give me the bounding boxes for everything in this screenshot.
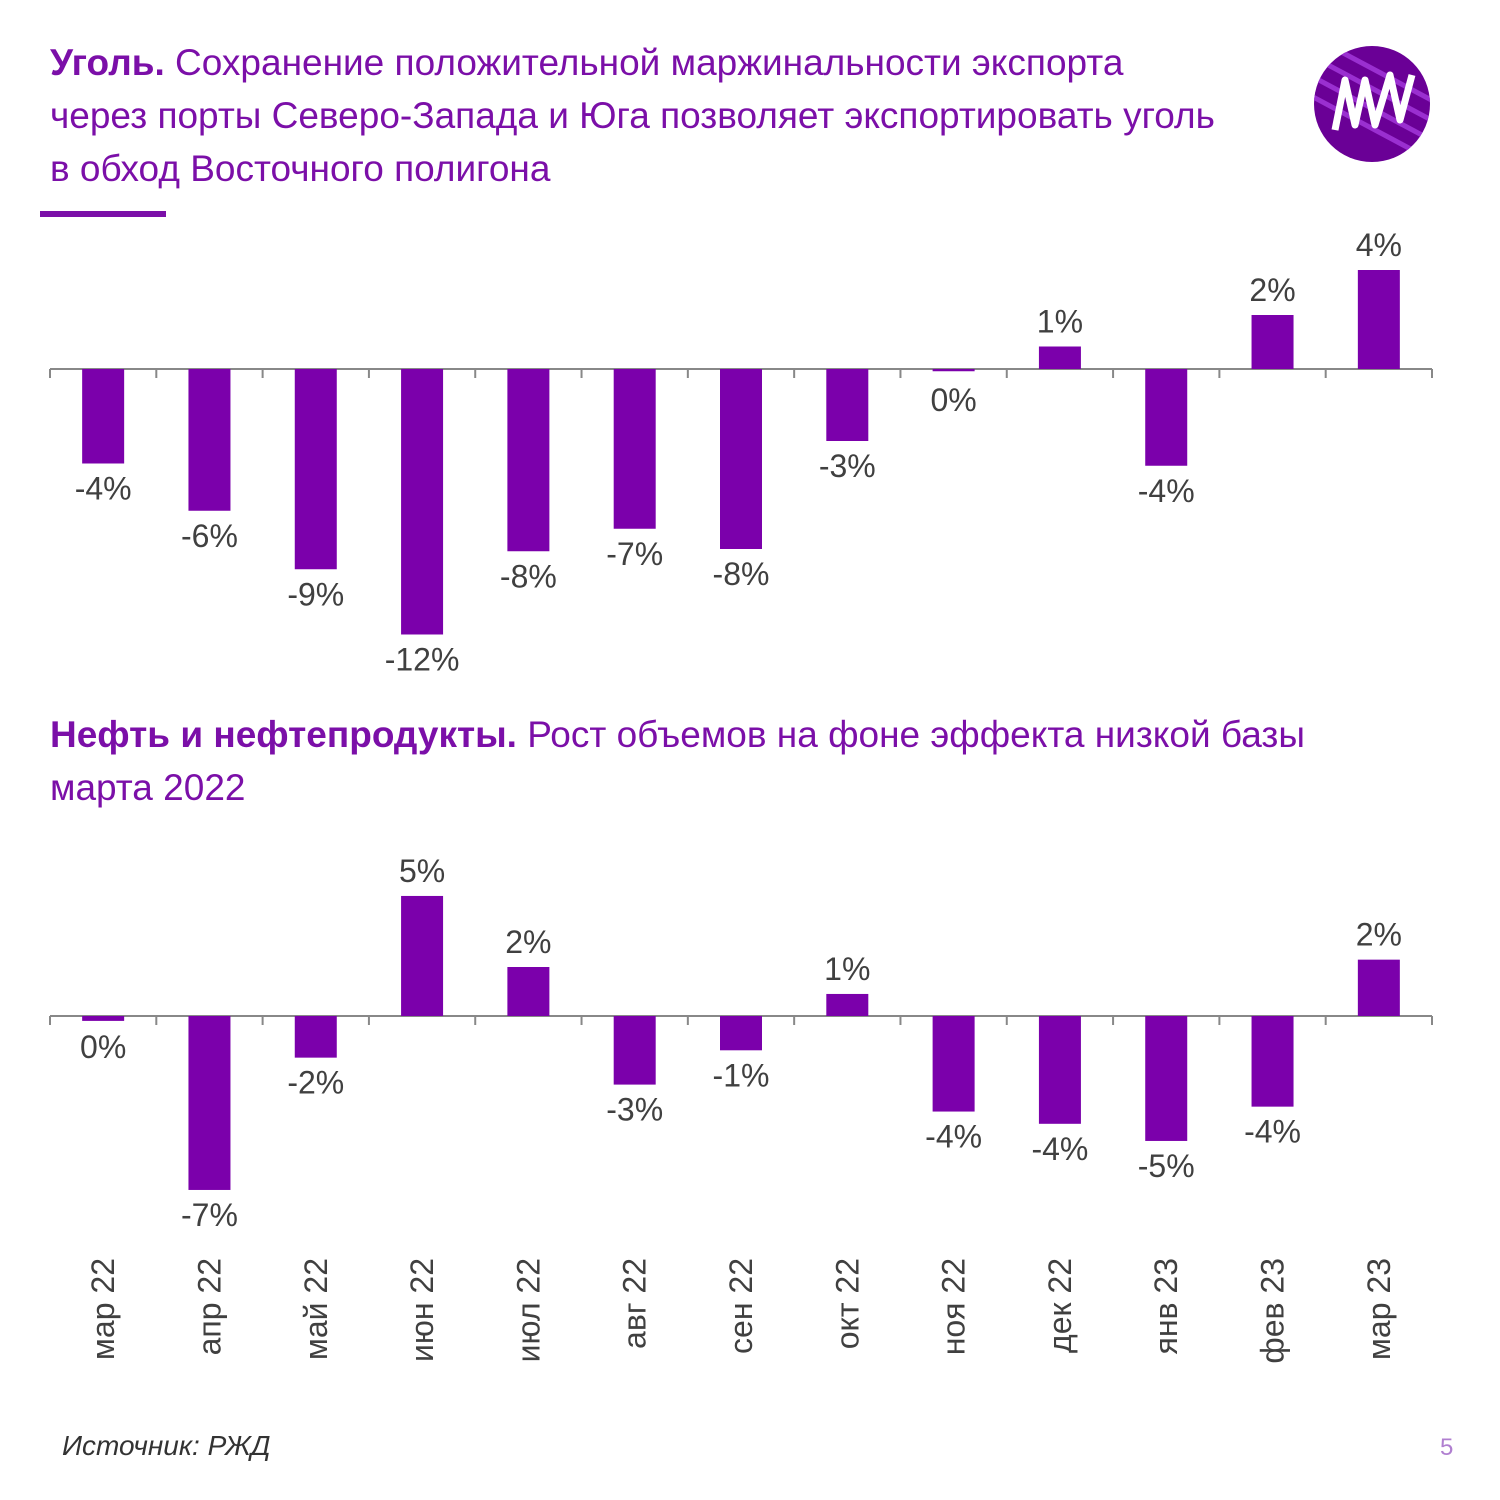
value-label: 5% [399,853,445,889]
value-label: 2% [1356,917,1402,953]
value-label: 0% [930,382,976,418]
bar [507,967,550,1016]
value-label: 2% [505,924,551,960]
value-label: -6% [181,518,238,554]
value-label: -8% [500,558,557,594]
value-label: -8% [713,556,770,592]
x-tick-label: сен 22 [723,1258,759,1354]
value-label: -5% [1138,1148,1195,1184]
title-bold: Нефть и нефтепродукты. [50,714,517,755]
value-label: -2% [287,1065,344,1101]
bar [1038,346,1081,369]
title-text: Рост объемов на фоне эффекта низкой базы… [50,714,1305,808]
bar [1357,270,1400,369]
x-tick-label: июл 22 [510,1258,546,1362]
bar [188,1016,231,1190]
value-label: -4% [925,1119,982,1155]
accent-line [40,211,166,217]
bar [82,369,125,464]
title-2: Нефть и нефтепродукты. Рост объемов на ф… [50,708,1320,814]
bar [826,993,869,1016]
value-label: 4% [1356,227,1402,263]
value-label: -4% [1244,1114,1301,1150]
title-text: Сохранение положительной маржинальности … [50,42,1215,189]
x-tick-label: авг 22 [617,1258,653,1349]
bar [507,369,550,552]
value-label: -12% [385,642,460,678]
bar [294,1016,337,1058]
value-label: 2% [1249,272,1295,308]
bar [932,369,975,372]
value-label: -4% [75,471,132,507]
bar [1251,1016,1294,1107]
bar [613,369,656,529]
value-label: 1% [1037,304,1083,340]
bar [1038,1016,1081,1124]
bar [613,1016,656,1085]
x-tick-label: мар 23 [1361,1258,1397,1360]
source: Источник: РЖД [62,1430,270,1461]
bar [82,1016,125,1021]
x-tick-label: май 22 [298,1258,334,1360]
value-label: -1% [713,1057,770,1093]
bar [1357,959,1400,1016]
bar [401,369,444,635]
value-label: -7% [181,1197,238,1233]
title-bold: Уголь. [50,42,165,83]
x-tick-label: ноя 22 [936,1258,972,1355]
value-label: -3% [606,1092,663,1128]
page-number: 5 [1440,1434,1453,1461]
value-label: -4% [1138,473,1195,509]
value-label: -4% [1031,1131,1088,1167]
bar [720,1016,762,1051]
x-tick-label: янв 23 [1148,1258,1184,1354]
bar [932,1016,975,1112]
bar [294,369,337,570]
bar [401,895,444,1016]
value-label: -7% [606,536,663,572]
x-tick-label: окт 22 [829,1258,865,1349]
logo [1314,46,1430,162]
bar [1145,369,1188,466]
bar [1145,1016,1188,1141]
bar [826,369,869,441]
bar [720,369,762,549]
x-tick-label: мар 22 [85,1258,121,1360]
title-1: Уголь. Сохранение положительной маржинал… [50,36,1230,195]
value-label: 0% [80,1029,126,1065]
x-tick-label: дек 22 [1042,1258,1078,1353]
x-tick-label: фев 23 [1255,1258,1291,1364]
bar [1251,315,1294,369]
value-label: -9% [287,576,344,612]
bar [188,369,231,511]
x-tick-label: апр 22 [191,1258,227,1355]
value-label: 1% [824,951,870,987]
x-tick-label: июн 22 [404,1258,440,1362]
value-label: -3% [819,448,876,484]
